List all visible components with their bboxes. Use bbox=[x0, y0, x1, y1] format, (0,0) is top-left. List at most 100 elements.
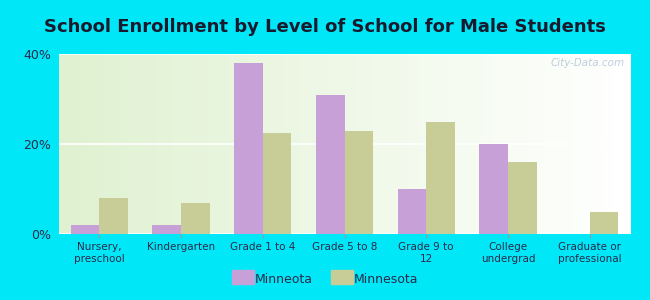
Bar bbox=[316, 94, 344, 234]
Bar bbox=[424, 54, 430, 234]
Bar bbox=[573, 54, 579, 234]
Bar bbox=[207, 54, 213, 234]
Bar bbox=[516, 54, 522, 234]
Bar bbox=[133, 54, 138, 234]
Bar bbox=[87, 54, 93, 234]
Bar bbox=[259, 54, 265, 234]
Bar bbox=[299, 54, 304, 234]
Bar bbox=[402, 54, 408, 234]
Bar bbox=[426, 122, 455, 234]
Bar bbox=[479, 144, 508, 234]
Bar bbox=[510, 54, 516, 234]
Bar bbox=[619, 54, 625, 234]
Text: City-Data.com: City-Data.com bbox=[551, 58, 625, 68]
Bar bbox=[361, 54, 367, 234]
Bar bbox=[567, 54, 573, 234]
Bar bbox=[234, 63, 263, 234]
Bar bbox=[333, 54, 339, 234]
Bar bbox=[224, 54, 230, 234]
Bar bbox=[161, 54, 167, 234]
Bar bbox=[590, 54, 596, 234]
Bar bbox=[179, 54, 185, 234]
Bar bbox=[476, 54, 482, 234]
Bar bbox=[265, 54, 270, 234]
Bar bbox=[596, 54, 602, 234]
Bar bbox=[430, 54, 436, 234]
Bar bbox=[585, 54, 590, 234]
Bar bbox=[522, 54, 528, 234]
Bar bbox=[436, 54, 442, 234]
Bar bbox=[482, 54, 488, 234]
Bar bbox=[253, 54, 259, 234]
Bar bbox=[488, 54, 493, 234]
Bar bbox=[181, 202, 210, 234]
Bar bbox=[322, 54, 328, 234]
Bar bbox=[173, 54, 179, 234]
Bar bbox=[99, 54, 104, 234]
Bar bbox=[167, 54, 173, 234]
Bar bbox=[508, 162, 536, 234]
Bar bbox=[373, 54, 379, 234]
Bar bbox=[350, 54, 356, 234]
Bar bbox=[447, 54, 453, 234]
Bar bbox=[533, 54, 539, 234]
Bar bbox=[419, 54, 424, 234]
Bar bbox=[367, 54, 373, 234]
Bar bbox=[71, 225, 99, 234]
Bar bbox=[614, 54, 619, 234]
Bar bbox=[413, 54, 419, 234]
Bar bbox=[138, 54, 144, 234]
Text: School Enrollment by Level of School for Male Students: School Enrollment by Level of School for… bbox=[44, 18, 606, 36]
Bar bbox=[385, 54, 390, 234]
Bar bbox=[465, 54, 471, 234]
Bar bbox=[316, 54, 322, 234]
Bar bbox=[153, 225, 181, 234]
Bar bbox=[263, 133, 291, 234]
Bar bbox=[276, 54, 281, 234]
Bar bbox=[64, 54, 70, 234]
Bar bbox=[281, 54, 287, 234]
Bar bbox=[196, 54, 202, 234]
Bar bbox=[396, 54, 402, 234]
Bar bbox=[310, 54, 316, 234]
Bar bbox=[116, 54, 122, 234]
Bar bbox=[304, 54, 310, 234]
Bar bbox=[602, 54, 608, 234]
Bar bbox=[110, 54, 116, 234]
Bar bbox=[408, 54, 413, 234]
Bar bbox=[545, 54, 551, 234]
Bar bbox=[344, 54, 350, 234]
Bar bbox=[99, 198, 128, 234]
Bar bbox=[270, 54, 276, 234]
Bar bbox=[218, 54, 224, 234]
Bar bbox=[81, 54, 87, 234]
Bar bbox=[528, 54, 533, 234]
Bar bbox=[287, 54, 293, 234]
Bar bbox=[104, 54, 110, 234]
Bar bbox=[144, 54, 150, 234]
Bar bbox=[379, 54, 385, 234]
Bar bbox=[75, 54, 81, 234]
Bar bbox=[93, 54, 99, 234]
Bar bbox=[70, 54, 75, 234]
Bar bbox=[242, 54, 247, 234]
Bar bbox=[493, 54, 499, 234]
Bar bbox=[608, 54, 614, 234]
Bar bbox=[293, 54, 299, 234]
Bar bbox=[213, 54, 218, 234]
Bar bbox=[579, 54, 585, 234]
Bar bbox=[390, 54, 396, 234]
Bar bbox=[202, 54, 207, 234]
Legend: Minneota, Minnesota: Minneota, Minnesota bbox=[227, 268, 423, 291]
Bar bbox=[150, 54, 156, 234]
Bar bbox=[339, 54, 345, 234]
Bar bbox=[247, 54, 253, 234]
Bar bbox=[590, 212, 618, 234]
Bar bbox=[127, 54, 133, 234]
Bar bbox=[453, 54, 459, 234]
Bar bbox=[185, 54, 190, 234]
Bar bbox=[58, 54, 64, 234]
Bar bbox=[459, 54, 465, 234]
Bar bbox=[344, 130, 373, 234]
Bar bbox=[499, 54, 504, 234]
